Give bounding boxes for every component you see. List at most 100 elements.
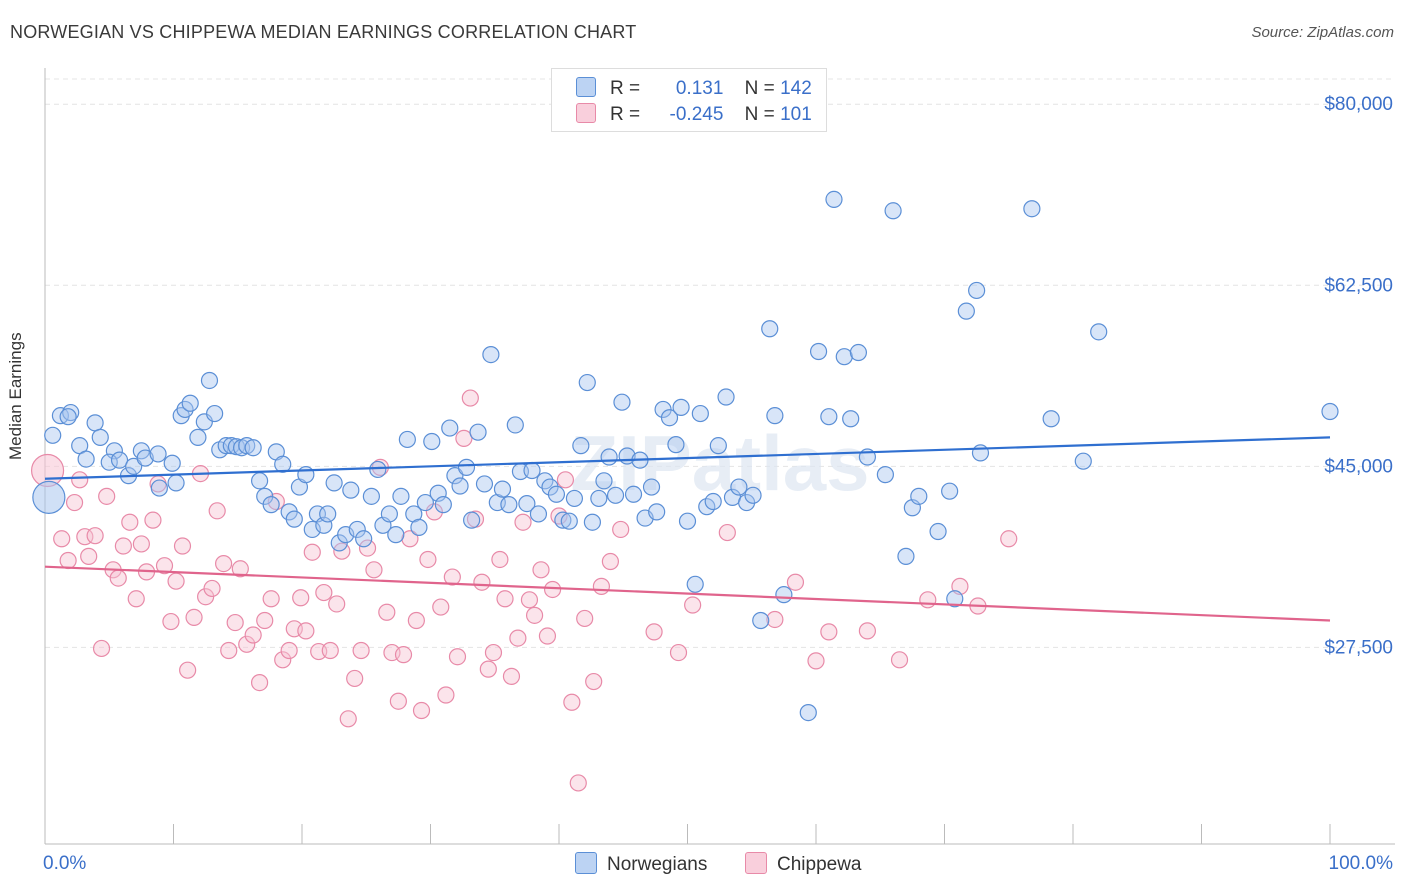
norwegian-point <box>274 455 292 473</box>
norwegian-point <box>441 419 459 437</box>
chippewa-point <box>203 579 221 598</box>
legend-r-label: R = <box>610 78 641 99</box>
x-tick-label-max: 100.0% <box>1329 853 1394 874</box>
norwegian-point <box>835 348 853 366</box>
norwegian-point <box>1074 452 1092 470</box>
legend-n-value: 142 <box>780 78 812 99</box>
chippewa-point <box>538 627 557 645</box>
y-tick-label: $27,500 <box>1324 637 1393 658</box>
chippewa-point <box>226 613 244 632</box>
norwegian-point <box>744 486 762 504</box>
chippewa-point <box>365 561 383 579</box>
norwegian-point <box>342 481 360 499</box>
chippewa-point <box>585 672 603 691</box>
norwegian-point <box>752 611 770 630</box>
legend-row-norwegians: R = 0.131 N = 142 <box>576 77 812 99</box>
norwegian-point <box>910 487 928 505</box>
legend-swatch-pink <box>576 103 596 123</box>
chippewa-point <box>297 622 315 640</box>
chippewa-point <box>443 568 461 586</box>
chippewa-point <box>455 429 473 448</box>
chippewa-point <box>358 539 377 557</box>
norwegian-point <box>451 477 469 495</box>
chippewa-point <box>407 611 425 630</box>
chippewa-point <box>432 598 450 616</box>
norwegian-point <box>77 450 95 468</box>
chippewa-point <box>437 686 455 704</box>
norwegian-point <box>136 449 154 467</box>
chippewa-point <box>669 643 688 662</box>
chippewa-point <box>220 641 238 660</box>
norwegian-trend-line <box>44 436 1331 480</box>
norwegian-point <box>849 343 868 362</box>
chippewa-point <box>576 609 594 628</box>
chippewa-point <box>92 639 111 658</box>
norwegian-point <box>506 416 524 434</box>
chippewa-point <box>80 547 98 565</box>
norwegian-point <box>475 475 494 493</box>
norwegian-point <box>463 511 481 529</box>
chippewa-point <box>215 555 233 573</box>
norwegian-point <box>606 486 625 504</box>
norwegian-point <box>262 496 280 514</box>
norwegian-point <box>691 404 709 423</box>
norwegian-point <box>315 516 333 534</box>
legend-n-value: 101 <box>780 104 812 125</box>
chippewa-point <box>718 523 736 542</box>
norwegian-point <box>709 437 727 455</box>
chippewa-point <box>179 661 197 679</box>
norwegian-point <box>667 436 685 454</box>
y-tick-label: $80,000 <box>1324 94 1393 115</box>
norwegian-point <box>766 407 784 425</box>
chippewa-point <box>484 643 503 662</box>
y-tick-label: $45,000 <box>1324 456 1393 477</box>
norwegian-point <box>200 371 219 390</box>
norwegian-point <box>297 466 315 484</box>
chippewa-point <box>378 603 396 621</box>
norwegian-point <box>642 478 661 496</box>
x-tick-labels: 0.0% 100.0% <box>43 853 1393 874</box>
chippewa-point <box>132 535 150 553</box>
norwegian-point <box>457 458 476 476</box>
chippewa-point <box>858 622 877 640</box>
norwegian-point <box>163 454 181 472</box>
chippewa-point <box>645 623 663 641</box>
chippewa-point <box>509 629 527 647</box>
norwegian-point <box>590 489 608 508</box>
chippewa-point <box>114 537 132 555</box>
norwegian-point <box>660 409 679 427</box>
norwegian-point <box>572 437 590 455</box>
norwegian-point <box>1042 410 1060 428</box>
norwegian-point <box>730 478 748 496</box>
norwegian-point <box>44 426 62 444</box>
chippewa-point <box>59 551 77 570</box>
chippewa-point <box>419 550 437 569</box>
chippewa-point <box>890 651 909 669</box>
chippewa-point <box>185 608 203 627</box>
norwegian-point <box>678 512 697 530</box>
norwegian-point <box>410 518 428 536</box>
norwegian-point <box>971 444 990 462</box>
source-label: Source: ZipAtlas.com <box>1251 24 1394 41</box>
legend-row-chippewa: R = -0.245 N = 101 <box>576 103 812 125</box>
norwegian-point <box>613 393 631 411</box>
norwegian-point <box>319 505 337 523</box>
watermark: ZIPatlas <box>570 419 869 507</box>
norwegian-point <box>761 320 779 338</box>
norwegian-point <box>957 302 975 320</box>
norwegian-point <box>541 478 559 496</box>
norwegian-point <box>482 346 500 364</box>
norwegian-point <box>1090 323 1108 341</box>
norwegian-point <box>423 432 441 451</box>
norwegian-point <box>554 511 572 529</box>
gridlines <box>45 78 1395 648</box>
chippewa-point <box>389 692 407 710</box>
norwegian-point <box>946 590 964 608</box>
chippewa-point <box>280 641 298 660</box>
chippewa-point <box>274 651 292 669</box>
chippewa-point <box>250 673 269 692</box>
norwegian-point <box>285 510 303 528</box>
correlation-legend: R = 0.131 N = 142 R = -0.245 N = 101 <box>551 68 827 132</box>
legend-r-label: R = <box>610 104 641 125</box>
norwegian-point <box>825 190 843 209</box>
